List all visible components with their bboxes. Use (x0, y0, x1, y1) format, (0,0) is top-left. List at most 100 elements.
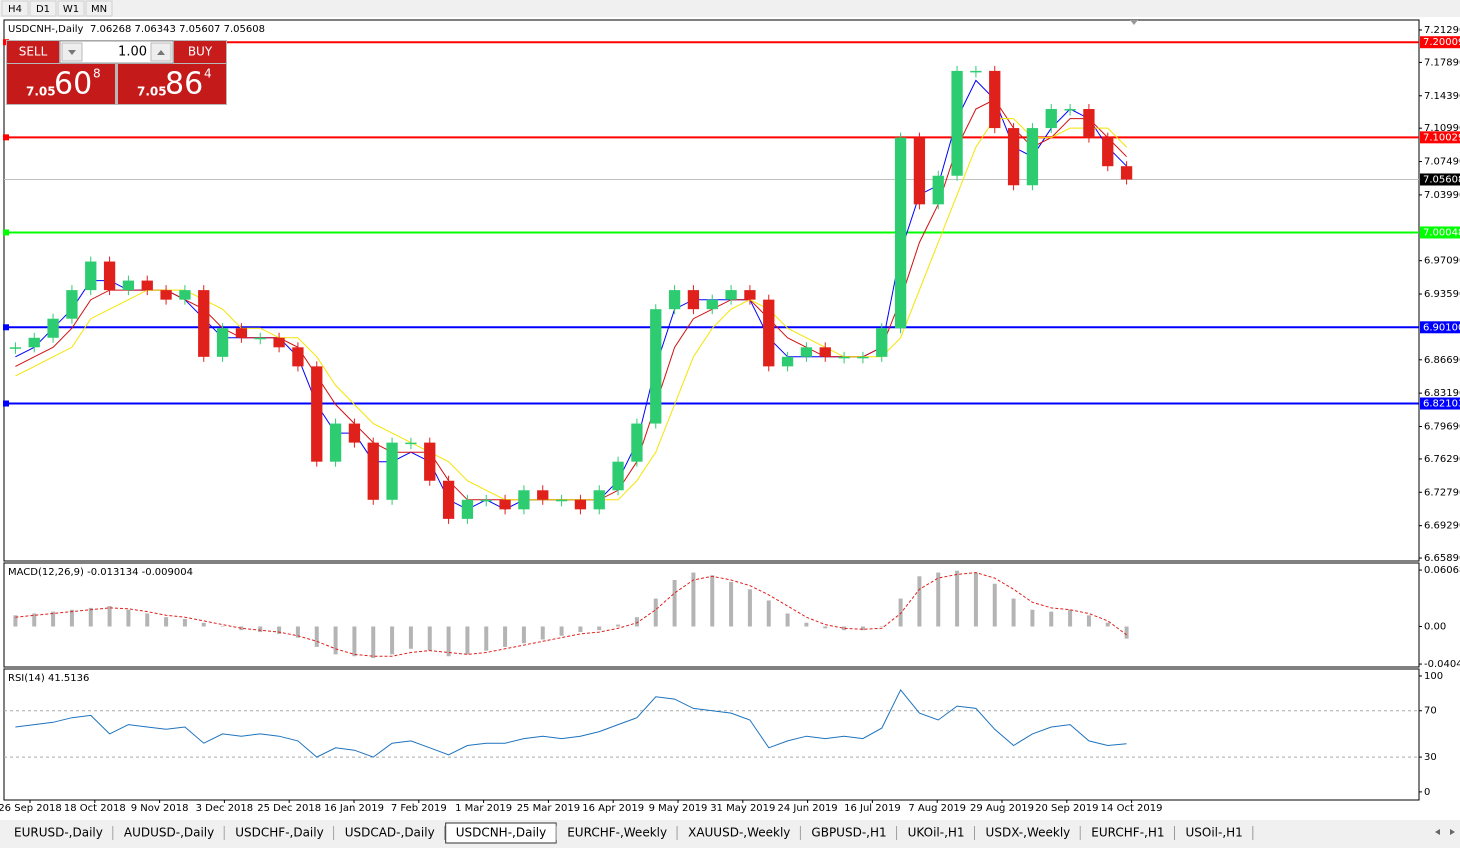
macd-bar (521, 626, 526, 644)
toolbar (0, 0, 1460, 17)
x-tick-label: 9 May 2019 (649, 803, 708, 814)
tab-label: AUDUSD-,Daily (124, 826, 214, 840)
candle-body (612, 461, 624, 491)
tab-label: UKOil-,H1 (908, 826, 965, 840)
candle-body (951, 70, 963, 176)
y-tick-label: 0.060687 (1424, 565, 1460, 576)
macd-bar (164, 617, 169, 627)
macd-bar (220, 626, 225, 627)
level-handle[interactable] (3, 324, 9, 331)
candle-body (537, 490, 549, 500)
tab-label: USDCHF-,Daily (235, 826, 323, 840)
level-label: 7.20009 (1423, 37, 1460, 48)
candle-body (311, 366, 323, 462)
macd-bar (333, 626, 338, 655)
y-tick-label: 7.21290 (1424, 25, 1460, 36)
candle-body (744, 290, 756, 300)
y-tick-label: 6.97090 (1424, 256, 1460, 267)
bid-big: 7.05 (26, 85, 56, 99)
candle-body (85, 261, 97, 291)
candle-body (103, 261, 116, 291)
candle-body (329, 423, 342, 462)
timeframe-button[interactable] (1, 0, 29, 17)
candle-body (442, 480, 455, 519)
timeframe-button[interactable] (85, 0, 113, 17)
tab-scroll-right[interactable] (1450, 829, 1455, 835)
macd-bar (634, 617, 639, 627)
y-tick-label: 6.83190 (1424, 388, 1460, 399)
x-tick-label: 20 Sep 2019 (1035, 803, 1098, 814)
candle-body (725, 290, 737, 300)
timeframe-label: H4 (8, 4, 22, 15)
candle-body (292, 347, 304, 367)
sell-button[interactable] (7, 41, 59, 63)
macd-bar (729, 581, 734, 627)
macd-bar (126, 609, 131, 627)
symbol-tabs: EURUSD-,Daily AUDUSD-,Daily USDCHF-,Daily U… (3, 822, 1254, 844)
macd-bar (107, 606, 112, 627)
y-tick-label: 7.17890 (1424, 57, 1460, 68)
ask-box[interactable] (118, 64, 226, 104)
candle-body (28, 337, 40, 348)
macd-bar (804, 622, 809, 627)
macd-bar (1105, 622, 1110, 627)
price-ohlc: 7.06268 7.06343 7.05607 7.05608 (90, 24, 265, 35)
candle-body (593, 490, 605, 510)
y-tick-label: 6.86690 (1424, 355, 1460, 366)
level-handle[interactable] (3, 229, 9, 236)
macd-bar (672, 580, 677, 627)
down-arrow (68, 50, 76, 55)
candle-body (706, 299, 718, 310)
x-tick-label: 18 Oct 2018 (64, 803, 126, 814)
macd-bar (51, 611, 56, 627)
timeframe-button[interactable] (29, 0, 57, 17)
tab-scroll-left[interactable] (1435, 829, 1440, 835)
bid-box[interactable] (7, 64, 115, 104)
y-tick-label: 6.79690 (1424, 422, 1460, 433)
level-handle[interactable] (3, 134, 9, 141)
rsi-panel (3, 668, 1420, 801)
candle-body (198, 290, 210, 357)
volume-input[interactable] (59, 40, 174, 64)
macd-bar (427, 626, 432, 651)
macd-bar (145, 613, 150, 627)
buy-button[interactable] (174, 41, 226, 63)
level-label: 7.00048 (1423, 227, 1460, 238)
level-label-box (1420, 397, 1460, 410)
y-tick-label: 7.07490 (1424, 157, 1460, 168)
timeframe-label: MN (91, 4, 107, 15)
current-price-label: 7.05608 (1423, 174, 1460, 185)
candle-body (913, 137, 926, 205)
timeframe-bar: H4 D1 W1 MN (1, 0, 113, 17)
level-label: 6.90100 (1423, 322, 1460, 333)
panel-title: RSI(14) 41.5136 (8, 673, 89, 684)
candle-body (857, 356, 869, 359)
candle-body (1007, 128, 1020, 186)
candle-body (9, 347, 22, 349)
macd-bar (32, 613, 37, 627)
candle-body (405, 442, 417, 445)
candle-body (273, 337, 285, 348)
x-tick-label: 7 Feb 2019 (391, 803, 447, 814)
candle-body (555, 499, 568, 502)
timeframe-button[interactable] (57, 0, 85, 17)
macd-bar (390, 626, 395, 655)
sell-label: SELL (19, 45, 48, 59)
level-handle[interactable] (3, 400, 9, 407)
level-label: 7.10029 (1423, 132, 1460, 143)
x-tick-label: 25 Dec 2018 (257, 803, 321, 814)
y-tick-label: 6.72790 (1424, 487, 1460, 498)
candle-body (932, 175, 944, 205)
level-label-box (1420, 226, 1460, 239)
macd-bar (992, 583, 997, 627)
candle-body (1102, 137, 1114, 167)
rsi-line (15, 688, 1127, 758)
macd-bar (766, 600, 771, 627)
candle-body (367, 442, 379, 500)
one-click-trading: SELL 1.00 BUY 7.05 60 8 7.05 86 4 (6, 40, 227, 105)
candle-body (970, 70, 982, 73)
x-tick-label: 16 Jan 2019 (324, 803, 384, 814)
